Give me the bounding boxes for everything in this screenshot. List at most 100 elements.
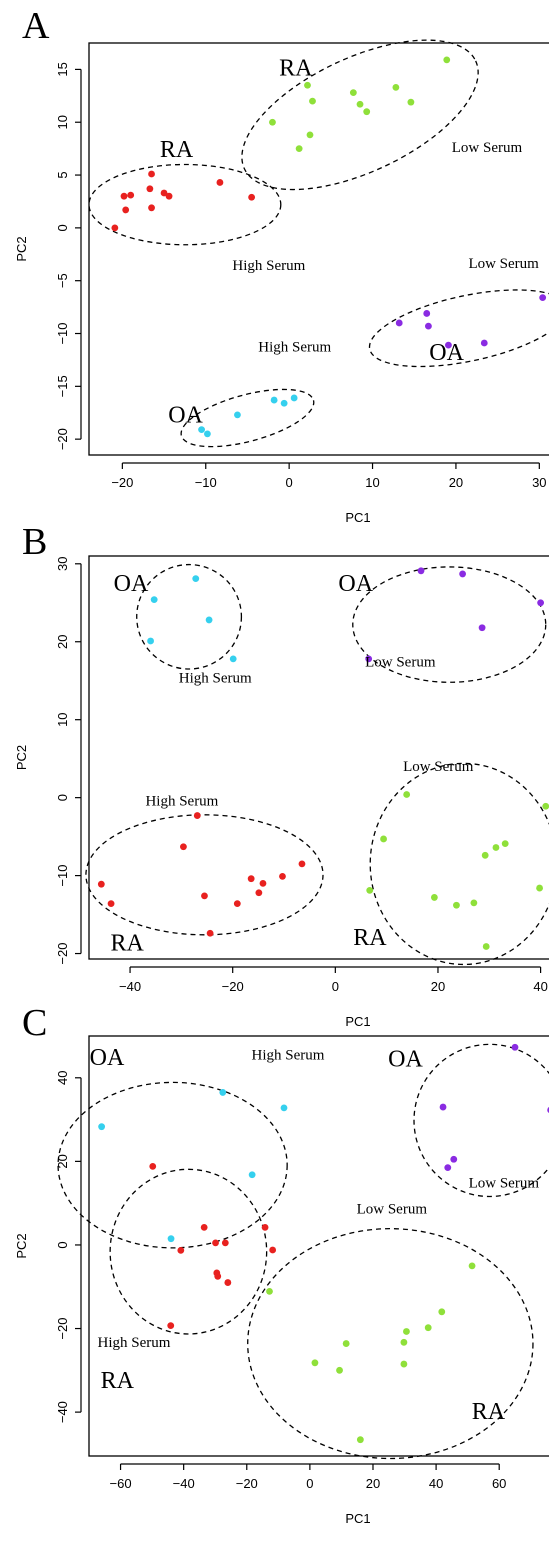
data-point-ra-high-serum [146,185,154,193]
data-point-ra-low-serum [470,899,478,907]
data-point-ra-low-serum [403,791,411,798]
x-tick-label-a: 20 [449,475,463,490]
group-label-oa: OA [429,340,464,366]
data-point-ra-low-serum [380,835,387,843]
data-point-ra-low-serum [542,802,549,810]
data-point-ra-low-serum [424,1324,432,1332]
data-point-ra-low-serum [311,1359,319,1367]
y-tick-label-c: −40 [55,1401,70,1423]
data-point-oa-low-serum [365,655,373,663]
y-tick-label-b: 30 [55,557,70,571]
x-tick-label-c: 40 [429,1476,443,1491]
y-tick-label-a: −5 [55,273,70,288]
serum-label: High Serum [98,1335,171,1351]
x-tick-label-c: −40 [173,1476,195,1491]
serum-label: Low Serum [469,1175,540,1191]
cluster-ellipse-b [369,762,549,966]
data-point-ra-low-serum [363,108,371,116]
data-point-ra-low-serum [356,1436,364,1444]
y-tick-label-b: 0 [55,794,70,801]
x-tick-label-b: 0 [332,979,339,994]
cluster-ellipse-b [136,563,243,670]
group-label-oa: OA [388,1047,423,1073]
group-label-oa: OA [168,402,203,428]
x-axis-title-a: PC1 [345,510,370,525]
cluster-ellipse-c [413,1043,549,1198]
group-label-ra: RA [160,137,194,163]
plot-frame-a [88,42,549,456]
data-point-ra-high-serum [167,1322,175,1330]
data-point-ra-low-serum [407,98,415,106]
y-axis-title-a: PC2 [14,236,29,261]
group-label-oa: OA [90,1045,125,1071]
cluster-ellipse-c [57,1081,288,1249]
data-point-oa-low-serum [425,322,432,330]
group-label-oa: OA [114,571,149,597]
data-point-ra-low-serum [492,844,500,851]
data-point-ra-low-serum [304,81,311,89]
group-label-oa: OA [338,571,373,597]
serum-label: Low Serum [365,655,436,671]
panel-letter-c: C [22,1002,47,1044]
data-point-ra-low-serum [453,901,460,909]
data-point-ra-high-serum [180,843,187,851]
data-point-ra-high-serum [107,900,115,908]
data-point-ra-high-serum [259,879,267,887]
data-point-ra-low-serum [468,1262,476,1270]
cluster-ellipse-b [352,566,547,683]
y-tick-label-b: −20 [55,943,70,965]
data-point-oa-low-serum [511,1043,519,1051]
data-point-ra-low-serum [392,83,400,91]
data-point-ra-high-serum [212,1239,219,1247]
x-tick-label-b: 20 [431,979,445,994]
data-point-ra-high-serum [149,1162,157,1170]
data-point-oa-low-serum [423,310,431,317]
x-tick-label-c: 60 [492,1476,506,1491]
data-point-oa-high-serum [248,1171,256,1179]
data-point-ra-low-serum [482,943,490,950]
data-point-ra-high-serum [233,900,241,908]
data-point-ra-low-serum [481,851,489,859]
data-point-oa-low-serum [450,1155,458,1163]
data-point-ra-low-serum [269,118,276,126]
y-tick-label-a: −20 [55,428,70,450]
data-point-oa-low-serum [478,624,486,632]
data-point-ra-low-serum [536,884,543,892]
data-point-oa-high-serum [280,1104,288,1112]
data-point-ra-high-serum [298,860,306,868]
panel-a: A −20 −10 0 10 20 30 −20 −15 −10 −5 0 5 10 15 PC1 PC2 RA… [14,5,549,525]
data-point-ra-high-serum [127,191,135,199]
data-point-ra-high-serum [201,892,208,900]
y-tick-label-c: 0 [55,1241,70,1248]
data-point-oa-low-serum [539,294,547,301]
cluster-ellipse-c [109,1168,268,1335]
x-tick-label-c: 20 [366,1476,380,1491]
panel-letter-a: A [22,5,50,47]
data-point-oa-low-serum [417,567,425,575]
data-point-oa-high-serum [167,1235,175,1243]
x-tick-label-b: −40 [119,979,141,994]
data-point-ra-high-serum [177,1246,185,1254]
cluster-ellipse-b [85,814,324,936]
serum-label: High Serum [258,339,331,355]
panel-b: B −40 −20 0 20 40 −20 −10 0 10 20 30 PC1 PC2 OA High S… [14,521,549,1029]
serum-label: Low Serum [357,1202,428,1218]
group-label-ra: RA [472,1399,506,1425]
serum-label: High Serum [179,670,252,686]
x-tick-label-c: −60 [110,1476,132,1491]
data-point-oa-high-serum [198,426,205,434]
x-tick-label-c: 0 [306,1476,313,1491]
data-point-ra-high-serum [148,204,155,212]
data-point-ra-high-serum [120,192,128,200]
data-point-ra-high-serum [165,192,173,200]
cluster-ellipse-c [247,1228,534,1460]
data-point-ra-high-serum [206,929,214,937]
data-point-oa-low-serum [395,319,403,327]
data-point-oa-low-serum [459,570,466,578]
data-point-oa-high-serum [204,430,211,438]
data-point-ra-low-serum [356,100,364,108]
data-point-ra-low-serum [501,840,509,848]
y-tick-label-a: −15 [55,375,70,397]
data-point-oa-low-serum [480,339,488,347]
